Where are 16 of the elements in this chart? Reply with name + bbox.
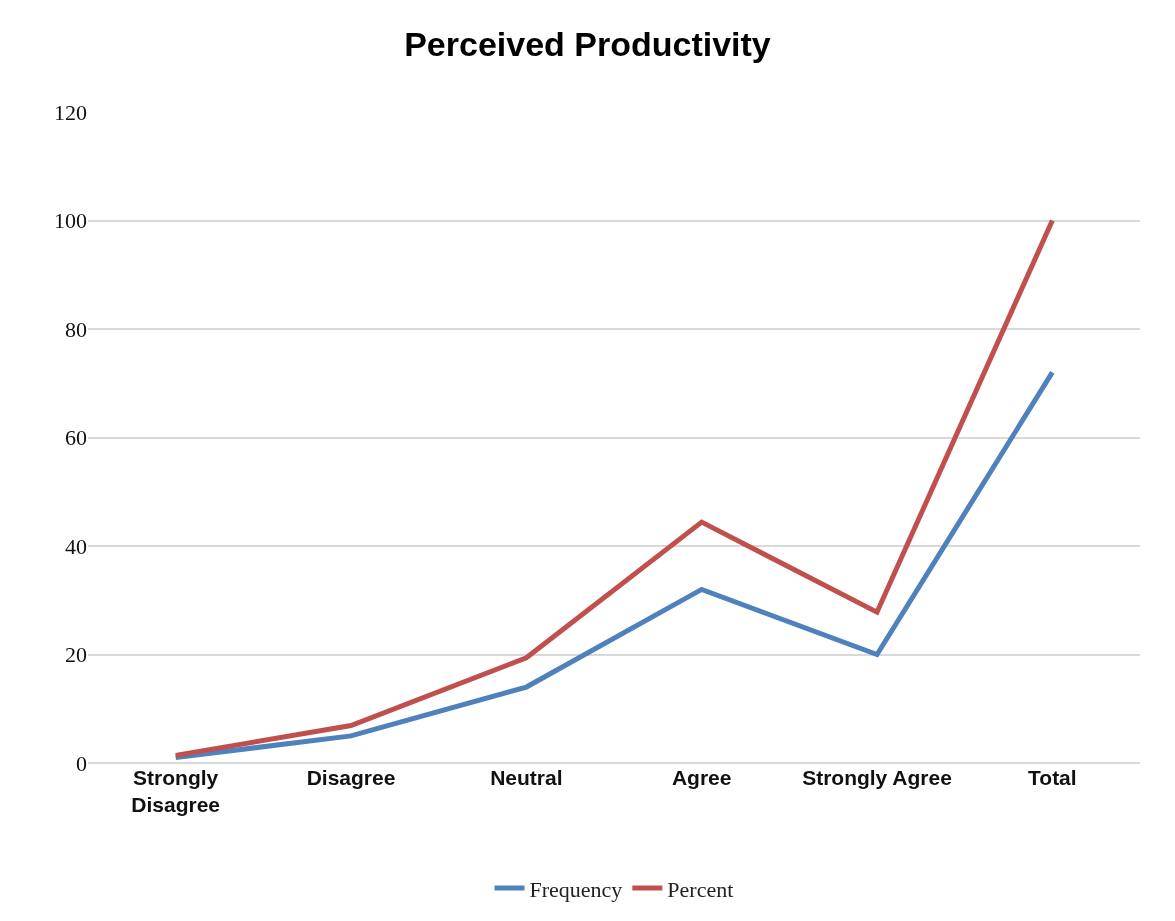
x-tick-label: Strongly Agree xyxy=(802,766,952,789)
legend-label: Frequency xyxy=(529,876,623,902)
y-tick-label: 80 xyxy=(65,316,87,342)
x-tick-label: Agree xyxy=(671,766,732,789)
x-tick-label: Neutral xyxy=(490,766,563,789)
chart-title: Perceived Productivity xyxy=(404,25,771,64)
x-tick-label: Strongly Disagree xyxy=(131,766,221,817)
y-tick-label: 60 xyxy=(65,425,87,451)
y-tick-label: 40 xyxy=(65,533,87,559)
y-tick-label: 0 xyxy=(76,750,87,776)
y-tick-label: 20 xyxy=(65,642,87,668)
y-tick-label: 120 xyxy=(54,99,87,125)
x-tick-label: Total xyxy=(1028,766,1077,789)
legend-label: Percent xyxy=(667,876,734,902)
y-tick-label: 100 xyxy=(54,208,87,234)
x-tick-label: Disagree xyxy=(306,766,396,789)
